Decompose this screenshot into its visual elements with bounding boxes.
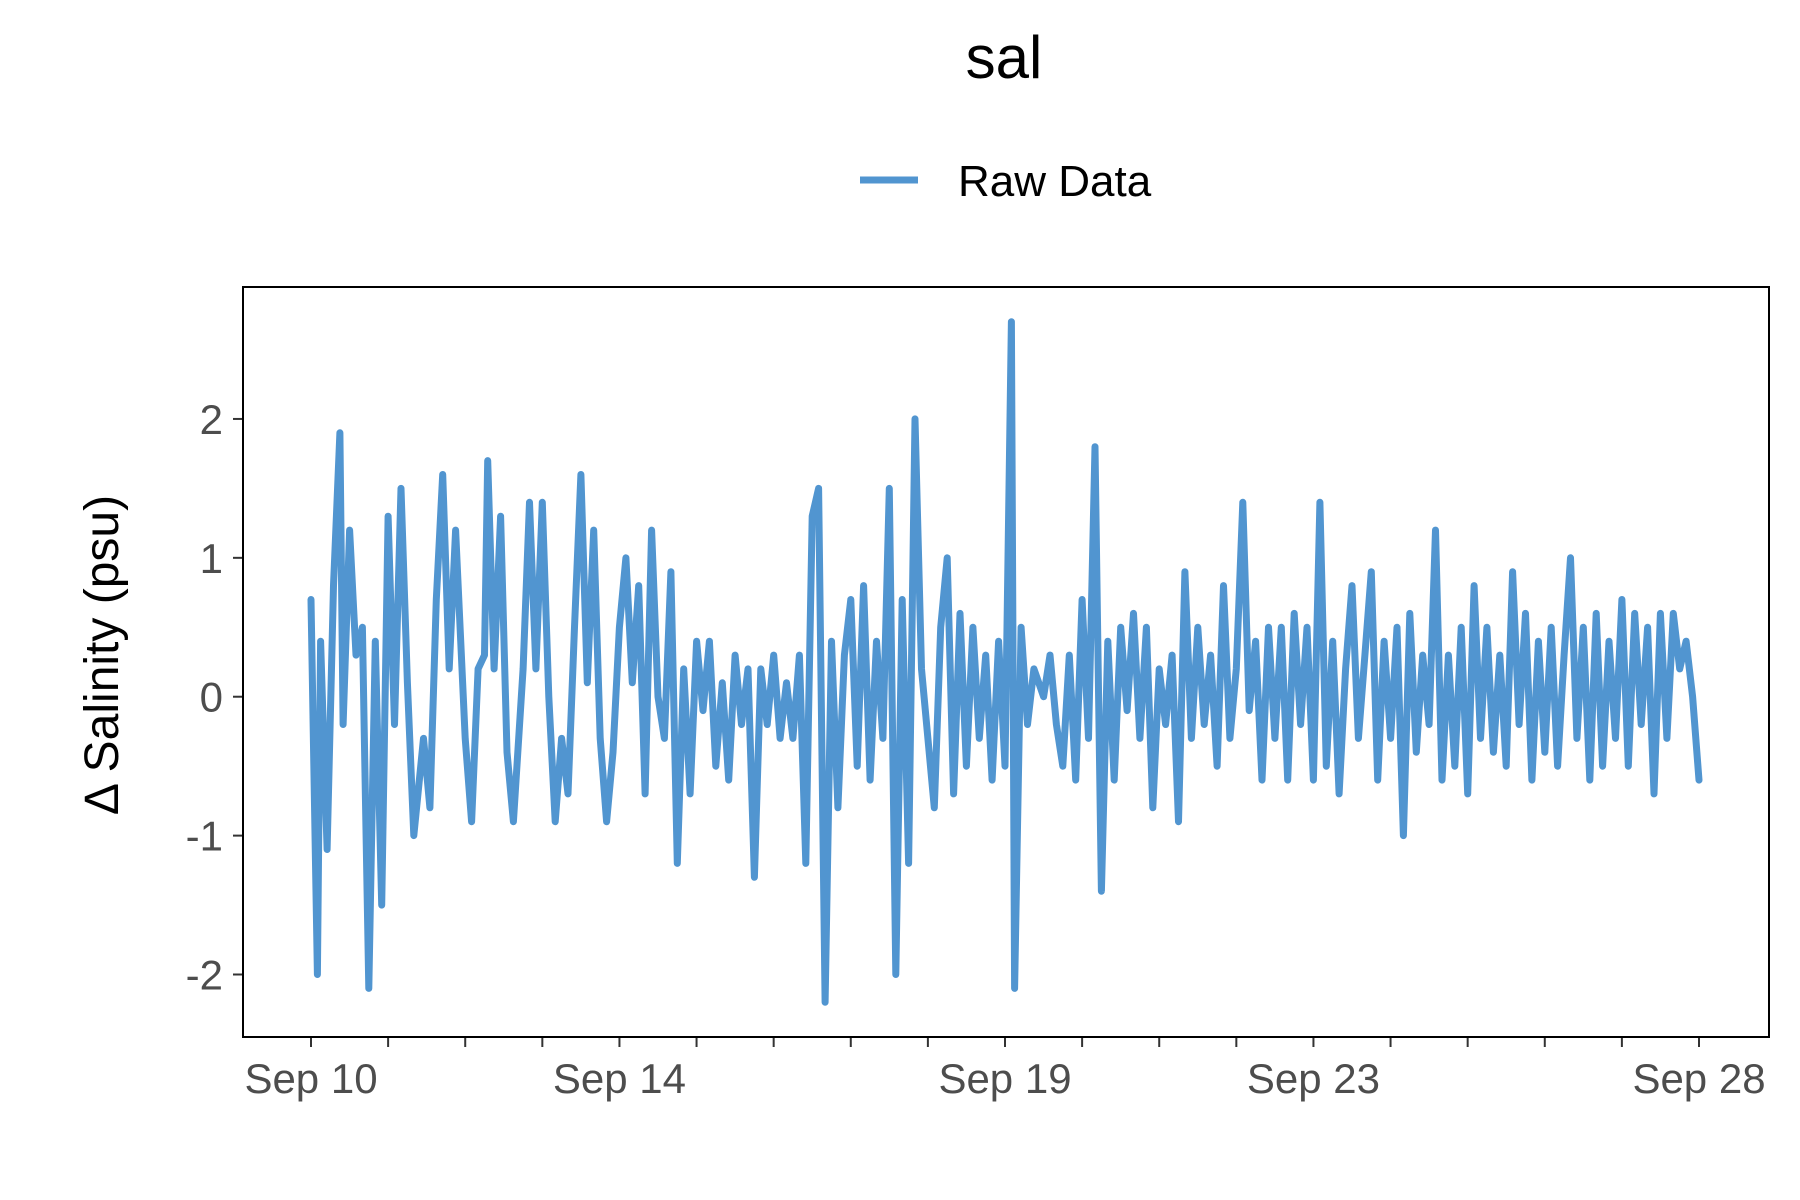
series-line-raw-data (307, 318, 1703, 1006)
y-tick-label: -1 (186, 813, 223, 860)
plot-panel-border (242, 286, 1770, 1038)
y-tick-label: 2 (200, 396, 223, 443)
legend: Raw Data (860, 157, 1152, 206)
x-axis: Sep 10 Sep 14 Sep 19 Sep 23 Sep 28 (244, 1037, 1766, 1102)
y-tick-label: -2 (186, 952, 223, 999)
x-tick-label: Sep 19 (938, 1055, 1071, 1102)
y-axis: -2 -1 0 1 2 (186, 396, 243, 999)
series-layer (307, 318, 1703, 1006)
x-tick-label: Sep 23 (1247, 1055, 1380, 1102)
legend-label-raw-data: Raw Data (958, 157, 1152, 206)
y-axis-label: Δ Salinity (psu) (76, 495, 129, 815)
chart-title: sal (966, 24, 1043, 91)
x-tick-label: Sep 14 (553, 1055, 686, 1102)
y-tick-label: 1 (200, 535, 223, 582)
y-tick-label: 0 (200, 674, 223, 721)
x-tick-label: Sep 28 (1632, 1055, 1765, 1102)
x-tick-label: Sep 10 (244, 1055, 377, 1102)
